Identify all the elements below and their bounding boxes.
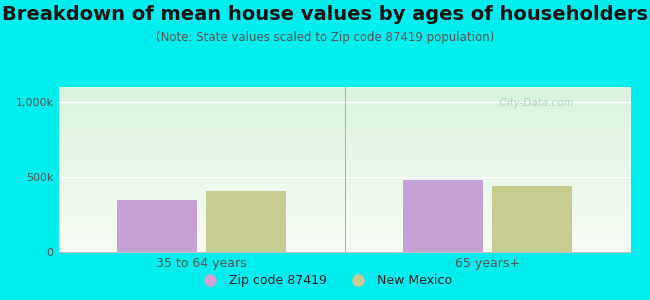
Text: (Note: State values scaled to Zip code 87419 population): (Note: State values scaled to Zip code 8… — [156, 32, 494, 44]
Bar — [403, 180, 483, 252]
Bar — [492, 186, 572, 252]
Bar — [206, 190, 286, 252]
Text: Breakdown of mean house values by ages of householders: Breakdown of mean house values by ages o… — [2, 4, 648, 23]
Bar — [117, 200, 197, 252]
Text: City-Data.com: City-Data.com — [493, 98, 573, 109]
Legend: Zip code 87419, New Mexico: Zip code 87419, New Mexico — [193, 269, 457, 292]
